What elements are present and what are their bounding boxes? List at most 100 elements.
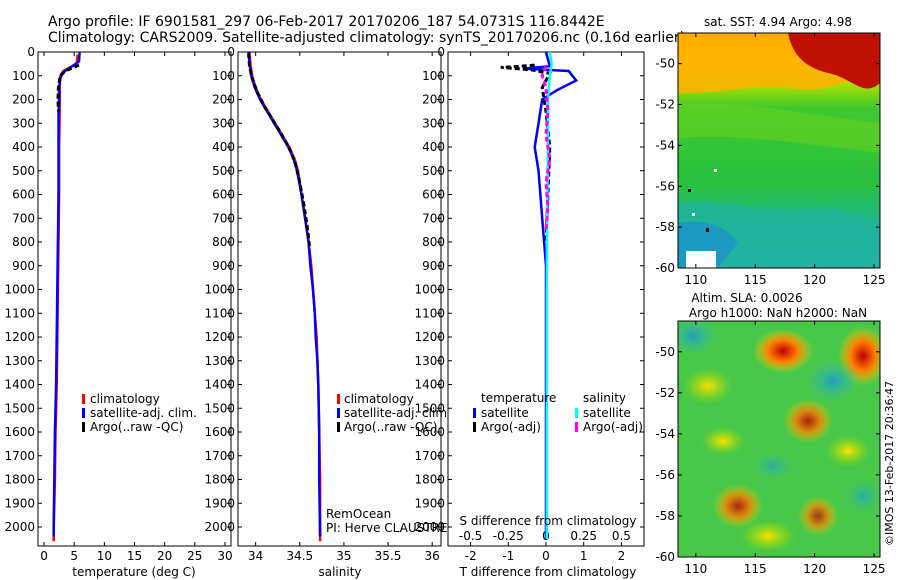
legend-sal-satellite-marker xyxy=(575,408,578,418)
top-xtick-label: 0.25 xyxy=(570,529,597,543)
sst-map: sat. SST: 4.94 Argo: 4.98 -50-52-54-56-5… xyxy=(655,15,885,287)
ytick-label: 1600 xyxy=(204,425,235,439)
legend-temp-satellite-marker xyxy=(473,408,476,418)
ytick-label: 1400 xyxy=(4,378,35,392)
xtick-label: 1 xyxy=(580,549,588,563)
ytick-label: 600 xyxy=(422,188,445,202)
ytick-label: 1500 xyxy=(414,401,445,415)
ytick-label: 1000 xyxy=(204,283,235,297)
temperature-xlabel: temperature (deg C) xyxy=(72,565,195,579)
ytick-label: 800 xyxy=(12,235,35,249)
map-xtick-label: 125 xyxy=(863,273,886,287)
temperature-axes xyxy=(37,51,232,547)
map-ytick-label: -50 xyxy=(655,345,675,359)
header-line1: Argo profile: IF 6901581_297 06-Feb-2017… xyxy=(48,14,605,30)
difference-panel: 0100200300400500600700800900100011001200… xyxy=(414,45,645,579)
ytick-label: 100 xyxy=(212,69,235,83)
temperature-panel: 0100200300400500600700800900100011001200… xyxy=(4,45,232,579)
sst-map-yticks: -50 -52 -54 -56 -58 -60 xyxy=(655,57,880,275)
ytick-label: 500 xyxy=(12,164,35,178)
ytick-label: 1600 xyxy=(414,425,445,439)
ytick-label: 1500 xyxy=(4,401,35,415)
salinity-legend: climatology satellite-adj. clim. Argo(..… xyxy=(337,392,451,434)
ytick-label: 1900 xyxy=(4,496,35,510)
top-xtick-label: 0.5 xyxy=(612,529,631,543)
ytick-label: 1700 xyxy=(4,449,35,463)
map-ytick-label: -58 xyxy=(655,509,675,523)
salinity-axes xyxy=(237,51,442,547)
ytick-label: 900 xyxy=(12,259,35,273)
ytick-label: 1200 xyxy=(204,330,235,344)
map-xtick-label: 120 xyxy=(803,273,826,287)
imos-timestamp: ©IMOS 13-Feb-2017 20:36:47 xyxy=(883,381,896,546)
ytick-label: 2000 xyxy=(204,520,235,534)
ytick-label: 700 xyxy=(12,211,35,225)
legend-climatology-marker xyxy=(337,394,340,404)
legend-climatology-marker xyxy=(82,394,85,404)
map-ytick-label: -60 xyxy=(655,550,675,564)
salinity-yticks: 0 100 200 300 400 500 600 700 800 900 1000 1100 1200… xyxy=(204,45,441,534)
map-ytick-label: -54 xyxy=(655,138,675,152)
ytick-label: 1200 xyxy=(414,330,445,344)
ytick-label: 2000 xyxy=(4,520,35,534)
legend-temp-argo-marker xyxy=(473,422,476,432)
ytick-label: 600 xyxy=(12,188,35,202)
sla-map-xticks: 110 115 120 125 xyxy=(684,321,886,576)
sla-map: Altim. SLA: 0.0026 Argo h1000: NaN h2000… xyxy=(655,291,896,576)
map-xtick-label: 110 xyxy=(684,273,707,287)
xtick-label: 0 xyxy=(40,549,48,563)
ytick-label: 600 xyxy=(212,188,235,202)
ytick-label: 0 xyxy=(437,45,445,59)
legend-satellite-label: satellite-adj. clim. xyxy=(344,406,451,420)
series-argo-raw-qc- xyxy=(247,53,311,247)
ytick-label: 100 xyxy=(422,69,445,83)
map-ytick-label: -52 xyxy=(655,98,675,112)
ytick-label: 1300 xyxy=(4,354,35,368)
legend-sal-argo-marker xyxy=(575,422,578,432)
ytick-label: 500 xyxy=(212,164,235,178)
ytick-label: 300 xyxy=(422,116,445,130)
ytick-label: 1800 xyxy=(204,473,235,487)
ytick-label: 900 xyxy=(422,259,445,273)
legend-argo-label: Argo(..raw -QC) xyxy=(344,420,437,434)
temperature-lines xyxy=(52,52,81,542)
map-ytick-label: -58 xyxy=(655,220,675,234)
salinity-xlabel: salinity xyxy=(318,565,361,579)
ytick-label: 300 xyxy=(212,116,235,130)
legend-argo-label: Argo(..raw -QC) xyxy=(90,420,183,434)
salinity-lines xyxy=(247,52,322,542)
top-xtick-label: -0.5 xyxy=(459,529,482,543)
difference-xlabel: T difference from climatology xyxy=(459,565,637,579)
sst-map-image xyxy=(678,33,880,268)
ytick-label: 1900 xyxy=(414,496,445,510)
sla-map-frame xyxy=(677,320,881,558)
map-ytick-label: -60 xyxy=(655,261,675,275)
series-satellite-adj-clim- xyxy=(52,52,81,537)
map-xtick-label: 120 xyxy=(803,562,826,576)
ytick-label: 1600 xyxy=(4,425,35,439)
map-xtick-label: 110 xyxy=(684,562,707,576)
map-xtick-label: 115 xyxy=(744,273,767,287)
salinity-panel: 0100200300400500600700800900100011001200… xyxy=(204,45,450,579)
map-ytick-label: -56 xyxy=(655,468,675,482)
map-ytick-label: -54 xyxy=(655,427,675,441)
xtick-label: 2 xyxy=(618,549,626,563)
difference-yticks: 0 100 200 300 400 500 600 700 800 900 1000 1100 1200… xyxy=(414,45,644,534)
ytick-label: 200 xyxy=(12,93,35,107)
ytick-label: 200 xyxy=(422,93,445,107)
difference-lines xyxy=(500,52,579,539)
ytick-label: 1800 xyxy=(4,473,35,487)
ytick-label: 800 xyxy=(422,235,445,249)
ytick-label: 200 xyxy=(212,93,235,107)
ytick-label: 700 xyxy=(422,211,445,225)
legend-sal-argo-label: Argo(-adj) xyxy=(583,420,643,434)
sst-map-frame xyxy=(677,32,881,269)
temperature-legend: climatology satellite-adj. clim. Argo(..… xyxy=(82,392,197,434)
ytick-label: 1700 xyxy=(414,449,445,463)
ytick-label: 1200 xyxy=(4,330,35,344)
ytick-label: 700 xyxy=(212,211,235,225)
ytick-label: 900 xyxy=(212,259,235,273)
ytick-label: 1300 xyxy=(414,354,445,368)
sla-map-title-line1: Altim. SLA: 0.0026 xyxy=(691,291,802,305)
ytick-label: 300 xyxy=(12,116,35,130)
